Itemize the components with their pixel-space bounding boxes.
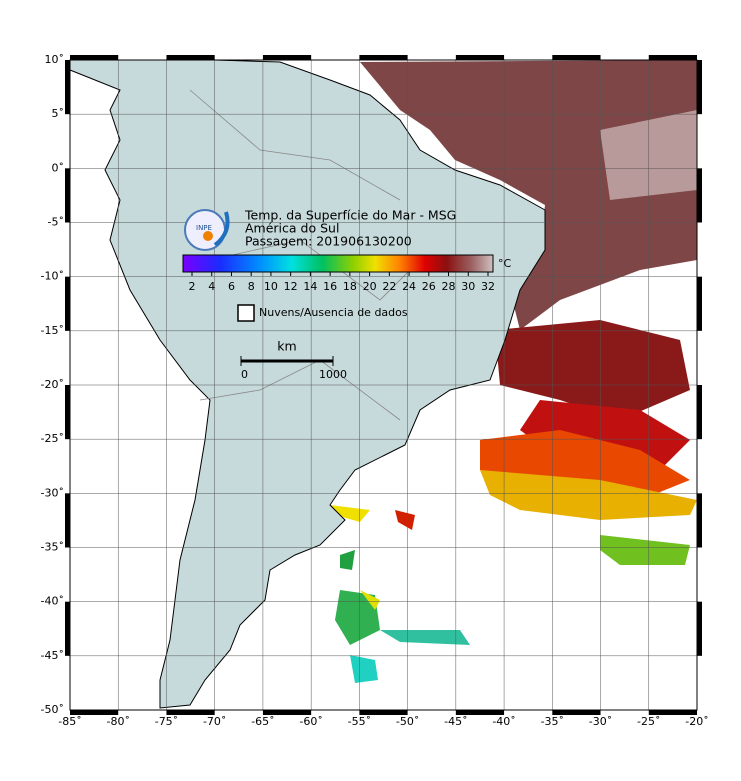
lat-tick-label: -25˚ <box>41 432 64 445</box>
lon-tick-label: -45˚ <box>444 715 467 728</box>
colorbar-label: 2 <box>189 280 196 293</box>
lat-tick-label: -10˚ <box>41 270 64 283</box>
lon-tick-label: -85˚ <box>58 715 81 728</box>
scale-bar: 0 1000 <box>240 356 347 381</box>
colorbar-label: 24 <box>402 280 416 293</box>
lon-tick-label: -50˚ <box>396 715 419 728</box>
frame <box>65 55 702 715</box>
logo: INPE <box>184 209 230 251</box>
frame-bar <box>70 710 119 715</box>
frame-bar <box>697 601 702 656</box>
lon-tick-label: -80˚ <box>106 715 129 728</box>
sst <box>600 535 690 565</box>
colorbar-label: 6 <box>228 280 235 293</box>
colorbar-label: 22 <box>382 280 396 293</box>
pass: Passagem: 201906130200 <box>245 234 412 249</box>
sst <box>350 655 378 683</box>
frame-bar <box>262 710 312 715</box>
lon-tick-label: -35˚ <box>541 715 564 728</box>
frame-bar <box>359 710 408 715</box>
frame-bar <box>166 710 215 715</box>
scale-label: 0 <box>241 368 248 381</box>
lon-tick-label: -25˚ <box>637 715 660 728</box>
frame-bar <box>65 493 70 548</box>
lat-tick-label: -20˚ <box>41 378 64 391</box>
sst <box>330 505 370 522</box>
frame-bar <box>70 55 119 60</box>
sst <box>480 470 697 520</box>
frame-bar <box>65 60 70 115</box>
lat-tick-label: -45˚ <box>41 649 64 662</box>
lat-tick-label: 0˚ <box>52 161 65 174</box>
sst <box>495 320 690 420</box>
lon-tick-label: -60˚ <box>299 715 322 728</box>
frame-bar <box>648 55 697 60</box>
sst <box>380 630 470 645</box>
scale-label: 1000 <box>319 368 347 381</box>
frame-bar <box>455 710 505 715</box>
colorbar-label: 20 <box>363 280 377 293</box>
lon-tick-label: -40˚ <box>492 715 515 728</box>
frame-bar <box>65 276 70 331</box>
colorbar-label: 30 <box>461 280 475 293</box>
frame-bar <box>697 168 702 223</box>
colorbar-label: 26 <box>422 280 436 293</box>
frame-bar <box>65 168 70 223</box>
sst <box>395 510 415 530</box>
title: Temp. da Superfície do Mar - MSG <box>244 208 456 223</box>
colorbar-label: 16 <box>323 280 337 293</box>
scale-unit: km <box>277 339 296 354</box>
frame-bar <box>697 276 702 331</box>
frame-bar <box>697 493 702 548</box>
sst <box>335 590 380 645</box>
lon-tick-label: -75˚ <box>155 715 178 728</box>
frame-bar <box>697 60 702 115</box>
colorbar-label: 10 <box>264 280 278 293</box>
sst-warm <box>600 110 697 200</box>
sst <box>360 590 380 610</box>
colorbar-label: 14 <box>303 280 317 293</box>
frame-bar <box>166 55 215 60</box>
frame-bar <box>552 710 601 715</box>
colorbar-label: 12 <box>284 280 298 293</box>
legend-text: Nuvens/Ausencia de dados <box>259 306 408 319</box>
frame-bar <box>359 55 408 60</box>
colorbar-label: 8 <box>248 280 255 293</box>
logo-text: INPE <box>196 224 212 232</box>
colorbar-label: 18 <box>343 280 357 293</box>
lat-tick-label: 5˚ <box>52 107 65 120</box>
sst <box>340 550 355 570</box>
frame-bar <box>262 55 312 60</box>
lat-tick-label: -50˚ <box>41 703 64 716</box>
lon-tick-label: -70˚ <box>203 715 226 728</box>
lat-tick-label: -30˚ <box>41 486 64 499</box>
colorbar-label: 32 <box>481 280 495 293</box>
frame-bar <box>455 55 505 60</box>
colorbar <box>182 254 494 273</box>
lon-tick-label: -20˚ <box>685 715 708 728</box>
lat-tick-label: -40˚ <box>41 595 64 608</box>
lat-tick-label: -5˚ <box>48 216 64 229</box>
frame-bar <box>648 710 697 715</box>
lat-tick-label: -35˚ <box>41 541 64 554</box>
frame-bar <box>65 601 70 656</box>
frame-bar <box>697 385 702 440</box>
colorbar-label: 4 <box>208 280 215 293</box>
subtitle: América do Sul <box>245 221 339 236</box>
lon-tick-label: -65˚ <box>251 715 274 728</box>
colorbar-unit: °C <box>498 257 512 270</box>
lon-tick-label: -55˚ <box>348 715 371 728</box>
frame-bar <box>65 385 70 440</box>
lat-tick-label: -15˚ <box>41 324 64 337</box>
lat-tick-label: 10˚ <box>45 53 65 66</box>
lon-tick-label: -30˚ <box>589 715 612 728</box>
legend-swatch <box>237 304 255 322</box>
frame-bar <box>552 55 601 60</box>
colorbar-label: 28 <box>442 280 456 293</box>
